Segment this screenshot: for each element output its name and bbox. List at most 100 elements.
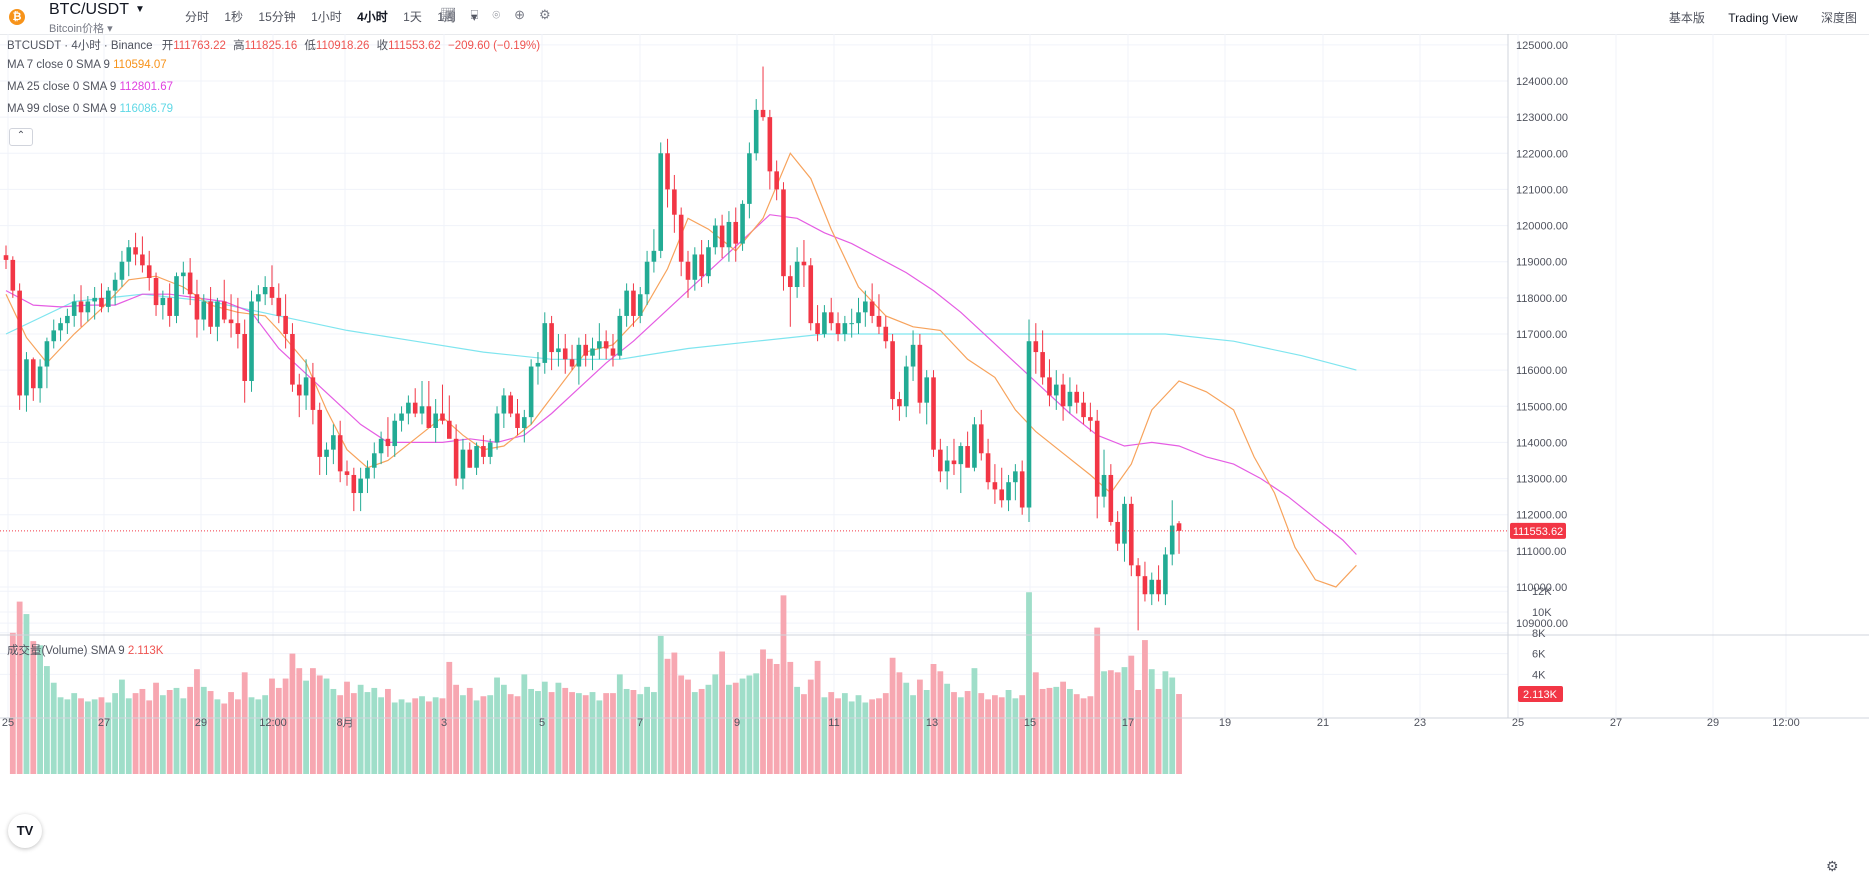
volume-bar [71, 693, 78, 774]
volume-bar [521, 674, 528, 774]
volume-bar [719, 651, 725, 774]
volume-bar [316, 675, 323, 774]
volume-tick-label: 12K [1532, 586, 1552, 598]
volume-tick-label: 10K [1532, 607, 1552, 619]
candle-body [597, 341, 602, 349]
last-volume-label: 2.113K [1523, 689, 1558, 701]
price-tick-label: 120000.00 [1516, 221, 1568, 233]
volume-bar [589, 692, 596, 774]
interval-1h[interactable]: 1小时 [311, 10, 342, 24]
candle-body [126, 247, 132, 262]
interval-1d[interactable]: 1天 [403, 10, 422, 24]
volume-bar [569, 692, 575, 774]
candle-body [672, 189, 677, 215]
tradingview-logo-icon[interactable]: TV [8, 814, 42, 848]
time-tick-label: 13 [926, 717, 938, 729]
volume-bar [194, 669, 200, 774]
candle-body [37, 366, 43, 389]
candle-body [972, 424, 977, 468]
change-value: −209.60 (−0.19%) [448, 40, 541, 52]
high-label: 高 [233, 40, 245, 52]
volume-legend[interactable]: 成交量(Volume) SMA 9 2.113K [7, 642, 163, 658]
candle-body [835, 323, 841, 334]
candle-body [985, 453, 991, 483]
chart-type-icon[interactable]: ⌸ [470, 7, 479, 22]
interval-15m[interactable]: 15分钟 [258, 10, 296, 24]
settings-icon[interactable]: ⚙︎ [539, 7, 551, 22]
volume-bar [535, 691, 541, 774]
volume-series [9, 592, 1182, 774]
volume-bar [651, 692, 657, 774]
chevron-down-icon[interactable]: ▾ [471, 10, 478, 24]
ma25-legend[interactable]: MA 25 close 0 SMA 9 112801.67 [7, 81, 173, 93]
volume-bar [391, 702, 398, 774]
volume-bar [637, 694, 644, 774]
volume-bar [64, 699, 71, 774]
time-tick-label: 29 [1707, 717, 1719, 729]
volume-bar [23, 614, 30, 774]
view-tradingview[interactable]: Trading View [1728, 11, 1798, 25]
candle-body [637, 294, 643, 316]
candle-body [440, 413, 445, 421]
view-basic[interactable]: 基本版 [1668, 11, 1705, 25]
volume-bar [998, 697, 1005, 774]
volume-bar [228, 692, 234, 774]
volume-bar [30, 641, 37, 774]
camera-icon[interactable]: ⌾ [492, 7, 501, 22]
view-depth[interactable]: 深度图 [1820, 11, 1857, 25]
candle-body [365, 467, 370, 479]
candle-body [760, 109, 766, 118]
interval-1w[interactable]: 1周 [437, 10, 456, 24]
symbol-selector[interactable]: BTC/USDT ▼ [49, 1, 145, 19]
volume-bar [500, 684, 507, 774]
price-tick-label: 109000.00 [1516, 618, 1568, 630]
volume-bar [596, 700, 603, 774]
candle-body [399, 413, 404, 421]
candle-body [433, 413, 438, 428]
add-icon[interactable]: ⊕ [514, 7, 526, 22]
volume-bar [1046, 687, 1053, 774]
volume-bar [726, 684, 732, 774]
candle-body [160, 297, 166, 306]
interval-tick[interactable]: 分时 [185, 10, 210, 24]
volume-bar [241, 672, 248, 774]
candle-body [221, 301, 227, 320]
interval-1s[interactable]: 1秒 [224, 10, 244, 24]
interval-4h[interactable]: 4小时 [357, 10, 388, 24]
volume-bar [98, 697, 105, 774]
candle-body [426, 406, 432, 428]
ma99-label: MA 99 close 0 SMA 9 [7, 103, 117, 115]
candle-body [876, 315, 882, 327]
settings-icon[interactable]: ⚙︎ [1826, 858, 1839, 874]
ma99-legend[interactable]: MA 99 close 0 SMA 9 116086.79 [7, 103, 173, 115]
candle-body [1053, 384, 1059, 396]
chevron-up-icon[interactable]: ⌃ [9, 128, 33, 146]
time-tick-label: 17 [1122, 717, 1134, 729]
legend-title: BTCUSDT · 4小时 · Binance [7, 40, 153, 52]
candle-body [631, 290, 636, 316]
candle-body [1101, 474, 1107, 497]
price-tick-label: 119000.00 [1516, 257, 1567, 269]
ma7-legend[interactable]: MA 7 close 0 SMA 9 110594.07 [7, 59, 167, 71]
candle-body [3, 255, 9, 260]
volume-bar [698, 688, 705, 774]
price-chart[interactable]: 125000.00 124000.00 123000.00 122000.00 1210… [0, 34, 1869, 882]
volume-bar [480, 696, 487, 774]
volume-bar [739, 678, 746, 774]
candle-body [685, 261, 691, 280]
volume-bar [57, 697, 64, 774]
candle-body [92, 297, 97, 302]
volume-bar [385, 688, 391, 774]
candle-body [992, 482, 998, 490]
volume-bar [916, 679, 923, 774]
candle-body [453, 438, 459, 479]
candle-body [556, 348, 561, 353]
volume-bar [248, 697, 255, 774]
indicators-icon[interactable]: 📈︎ [440, 7, 457, 22]
volume-bar [1101, 671, 1107, 774]
volume-bar [992, 695, 998, 774]
volume-bar [494, 677, 500, 774]
ohlc-legend: BTCUSDT · 4小时 · Binance 开111763.22 高1118… [7, 37, 540, 53]
candle-body [733, 221, 739, 244]
volume-bar [732, 682, 739, 774]
